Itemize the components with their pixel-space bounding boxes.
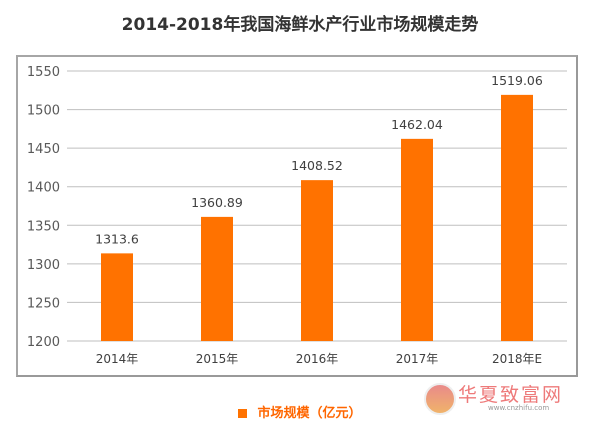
- legend-label: 市场规模（亿元）: [257, 406, 362, 421]
- data-label: 1360.89: [191, 195, 243, 210]
- data-label: 1462.04: [391, 117, 443, 132]
- x-tick-label: 2017年: [396, 352, 439, 366]
- y-tick-label: 1400: [27, 181, 60, 196]
- bar: [401, 138, 433, 341]
- chart-title: 2014-2018年我国海鲜水产行业市场规模走势: [121, 15, 479, 35]
- watermark-name: 华夏致富网: [458, 384, 564, 406]
- x-tick-label: 2016年: [296, 352, 339, 366]
- data-label: 1408.52: [291, 158, 343, 173]
- y-tick-label: 1500: [27, 104, 60, 119]
- data-label: 1519.06: [491, 73, 543, 88]
- y-tick-label: 1350: [27, 219, 60, 234]
- y-tick-label: 1300: [27, 258, 60, 273]
- legend: 市场规模（亿元）: [0, 402, 600, 421]
- legend-swatch: [238, 409, 248, 418]
- chart-frame: [16, 55, 578, 377]
- watermark: 华夏致富网 www.cnzhifu.com: [422, 378, 582, 418]
- y-tick-label: 1200: [27, 335, 60, 350]
- bar: [301, 180, 333, 341]
- watermark-url: www.cnzhifu.com: [488, 404, 550, 412]
- x-tick-label: 2015年: [196, 352, 239, 366]
- x-tick-label: 2018年E: [492, 352, 542, 366]
- bar: [201, 216, 233, 341]
- bar: [501, 94, 533, 341]
- x-tick-label: 2014年: [96, 352, 139, 366]
- data-label: 1313.6: [95, 231, 139, 246]
- y-tick-label: 1450: [27, 142, 60, 157]
- y-tick-label: 1250: [27, 296, 60, 311]
- y-tick-label: 1550: [27, 65, 60, 80]
- watermark-logo-icon: [424, 383, 456, 415]
- bar: [101, 253, 133, 341]
